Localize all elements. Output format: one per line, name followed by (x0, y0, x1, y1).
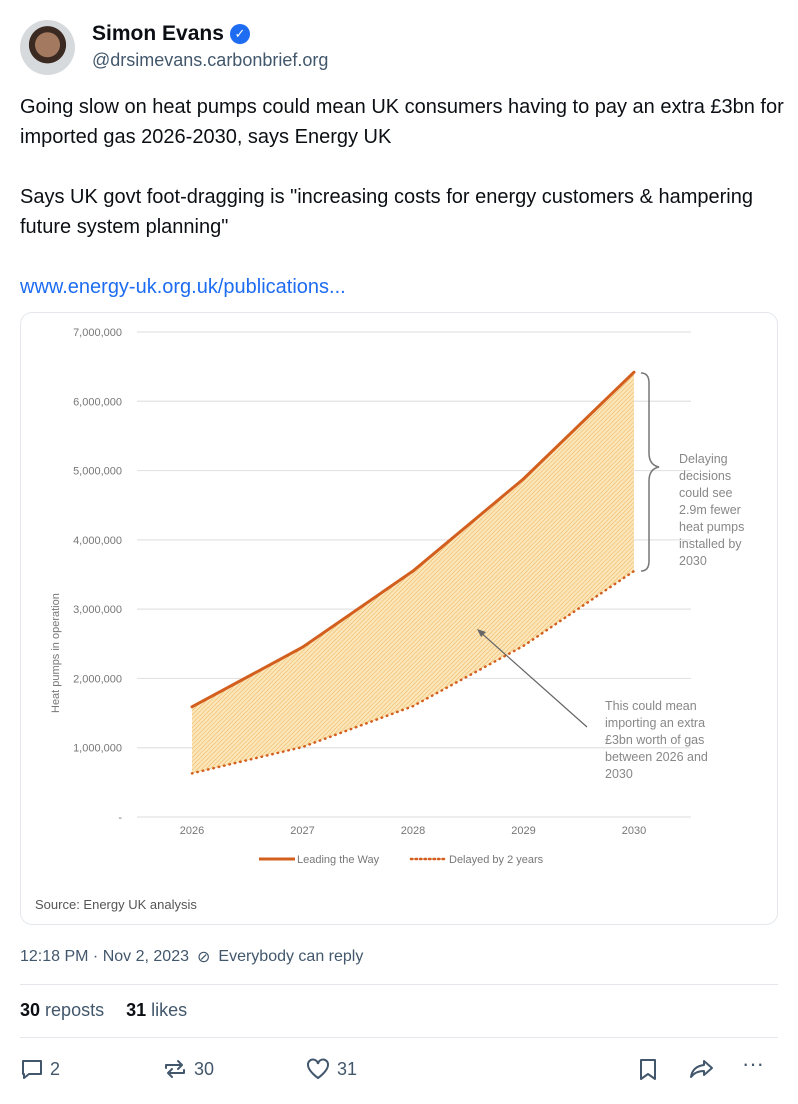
author-name-row[interactable]: Simon Evans ✓ (92, 22, 250, 46)
annotation-gas: This could mean importing an extra £3bn wo… (605, 699, 708, 781)
action-bar: 2 30 31 ··· (20, 1051, 778, 1085)
annotation-delay: Delaying decisions could see 2.9m fewer heat… (679, 452, 744, 568)
reply-icon (22, 1060, 42, 1079)
y-tick-label: 3,000,000 (73, 604, 122, 616)
divider (20, 1037, 778, 1038)
post-text: Going slow on heat pumps could mean UK c… (20, 92, 785, 302)
divider (20, 984, 778, 985)
annotation-line: This could mean (605, 699, 697, 713)
reply-count: 2 (50, 1058, 61, 1079)
annotation-line: decisions (679, 469, 731, 483)
repost-button[interactable]: 30 (162, 1057, 214, 1081)
annotation-line: Delaying (679, 452, 728, 466)
more-options-button[interactable]: ··· (742, 1051, 764, 1077)
heart-icon (307, 1058, 329, 1080)
avatar[interactable] (20, 20, 75, 75)
x-tick-label: 2029 (511, 825, 535, 837)
chart: - 1,000,000 2,000,000 3,000,000 4,000,000 5,0… (35, 327, 744, 912)
annotation-line: installed by (679, 537, 742, 551)
annotation-line: £3bn worth of gas (605, 733, 704, 747)
annotation-line: 2030 (679, 554, 707, 568)
y-tick-label: 1,000,000 (73, 743, 122, 755)
chart-source: Source: Energy UK analysis (35, 897, 197, 912)
like-button[interactable]: 31 (305, 1057, 357, 1081)
annotation-arrow (478, 630, 588, 728)
reply-setting: Everybody can reply (218, 948, 364, 965)
annotation-line: 2030 (605, 767, 633, 781)
share-button[interactable] (688, 1057, 716, 1081)
bookmark-icon (640, 1059, 656, 1080)
arrowhead (477, 629, 486, 637)
reposts-label: reposts (45, 1000, 105, 1020)
y-tick-label: 4,000,000 (73, 535, 122, 547)
more-icon: ··· (742, 1051, 764, 1076)
brace (640, 372, 660, 572)
repost-icon (165, 1060, 185, 1078)
reposts-count: 30 (20, 1000, 41, 1020)
repost-count: 30 (194, 1058, 215, 1079)
like-count: 31 (337, 1058, 358, 1079)
stats: 30 reposts 31 likes (20, 1000, 187, 1021)
likes-label: likes (151, 1000, 188, 1020)
x-tick-label: 2027 (290, 825, 314, 837)
annotation-line: importing an extra (605, 716, 705, 730)
legend: Leading the Way Delayed by 2 years (259, 854, 544, 866)
y-tick-label: - (118, 812, 122, 824)
post-paragraph: Says UK govt foot-dragging is "increasin… (20, 186, 753, 238)
verified-check-icon: ✓ (229, 24, 250, 44)
post-paragraph: Going slow on heat pumps could mean UK c… (20, 96, 784, 148)
author-handle[interactable]: @drsimevans.carbonbrief.org (92, 50, 329, 70)
reply-button[interactable]: 2 (20, 1057, 60, 1081)
post-meta: 12:18 PM · Nov 2, 2023 ⊘ Everybody can r… (20, 947, 363, 967)
likes-count: 31 (126, 1000, 147, 1020)
x-tick-label: 2026 (180, 825, 204, 837)
y-tick-label: 7,000,000 (73, 327, 122, 339)
y-axis-label: Heat pumps in operation (50, 593, 62, 713)
y-tick-label: 6,000,000 (73, 396, 122, 408)
y-tick-label: 2,000,000 (73, 673, 122, 685)
globe-icon: ⊘ (196, 949, 211, 966)
chart-image[interactable]: - 1,000,000 2,000,000 3,000,000 4,000,000 5,0… (20, 312, 778, 925)
reposts-stat[interactable]: 30 reposts (20, 1000, 104, 1021)
legend-leading: Leading the Way (297, 854, 380, 866)
post-link[interactable]: www.energy-uk.org.uk/publications... (20, 276, 346, 298)
x-tick-label: 2030 (622, 825, 646, 837)
share-icon (690, 1060, 713, 1078)
annotation-line: could see (679, 486, 733, 500)
timestamp[interactable]: 12:18 PM · Nov 2, 2023 (20, 948, 189, 965)
annotation-line: heat pumps (679, 520, 744, 534)
bookmark-button[interactable] (637, 1057, 659, 1081)
y-tick-label: 5,000,000 (73, 466, 122, 478)
x-tick-label: 2028 (401, 825, 425, 837)
likes-stat[interactable]: 31 likes (126, 1000, 187, 1021)
annotation-line: 2.9m fewer (679, 503, 741, 517)
author-name[interactable]: Simon Evans (92, 22, 224, 45)
annotation-line: between 2026 and (605, 750, 708, 764)
legend-delayed: Delayed by 2 years (449, 854, 544, 866)
